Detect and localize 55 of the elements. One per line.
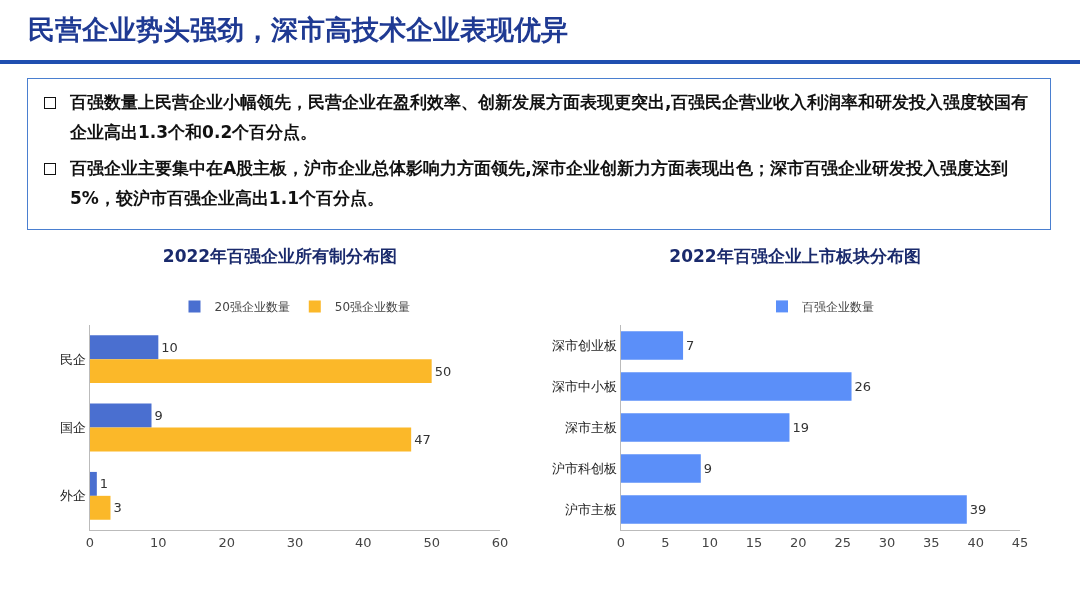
legend-label: 20强企业数量 bbox=[214, 300, 290, 315]
legend-label: 百强企业数量 bbox=[802, 300, 874, 315]
data-label: 1 bbox=[99, 476, 109, 492]
x-tick-label: 20 bbox=[790, 534, 807, 550]
x-tick-label: 40 bbox=[355, 534, 372, 550]
bar bbox=[90, 335, 159, 360]
x-tick-label: 10 bbox=[150, 534, 167, 550]
y-tick-label: 沪市科创板 bbox=[552, 461, 618, 477]
y-tick-label: 深市中小板 bbox=[552, 379, 618, 395]
data-label: 10 bbox=[161, 339, 178, 355]
x-tick-label: 35 bbox=[923, 534, 940, 550]
bar bbox=[90, 403, 152, 428]
text: 民营企业势头强劲，深市高技术企业表现优异 bbox=[28, 13, 568, 47]
data-label: 39 bbox=[969, 502, 987, 517]
x-tick-label: 50 bbox=[423, 534, 440, 550]
x-tick-label: 15 bbox=[745, 534, 763, 550]
y-tick-label: 沪市主板 bbox=[565, 502, 618, 518]
y-tick-label: 外企 bbox=[60, 488, 87, 504]
bar bbox=[621, 413, 790, 442]
y-tick-label: 民企 bbox=[60, 351, 87, 367]
bar bbox=[621, 372, 852, 401]
x-tick-label: 10 bbox=[701, 534, 718, 550]
chart-title: 2022年百强企业所有制分布图 bbox=[162, 245, 398, 266]
x-tick-label: 5 bbox=[661, 534, 670, 550]
text: 百强企业主要集中在A股主板，沪市企业总体影响力方面领先,深市企业创新力方面表现出色；深市百强企业研发投入强度达到5%，较沪市百强企业高出1.1个百分点。 bbox=[40, 153, 1038, 213]
y-tick-label: 国企 bbox=[60, 420, 87, 436]
bar bbox=[621, 454, 701, 483]
x-tick-label: 60 bbox=[491, 534, 509, 550]
data-label: 50 bbox=[434, 363, 452, 379]
y-tick-label: 深市主板 bbox=[565, 420, 618, 436]
legend-label: 50强企业数量 bbox=[334, 300, 411, 315]
bar bbox=[90, 427, 412, 452]
data-label: 9 bbox=[154, 408, 163, 424]
bar bbox=[621, 331, 684, 360]
data-label: 19 bbox=[792, 420, 810, 435]
x-tick-label: 45 bbox=[1011, 534, 1029, 550]
bar bbox=[90, 495, 111, 520]
bar bbox=[90, 471, 97, 496]
x-tick-label: 0 bbox=[616, 534, 626, 550]
chart-title: 2022年百强企业上市板块分布图 bbox=[669, 245, 921, 266]
x-tick-label: 40 bbox=[967, 534, 984, 550]
x-tick-label: 30 bbox=[286, 534, 304, 550]
x-tick-label: 20 bbox=[218, 534, 235, 550]
x-tick-label: 0 bbox=[85, 534, 95, 550]
text: 百强数量上民营企业小幅领先，民营企业在盈利效率、创新发展方面表现更突出,百强民企营业收入利润率和研发投入强度较国有企业高出1.3个和0.2个百分点。 bbox=[40, 87, 1038, 147]
data-label: 26 bbox=[854, 379, 872, 394]
x-tick-label: 30 bbox=[878, 534, 896, 550]
data-label: 47 bbox=[414, 431, 431, 447]
data-label: 3 bbox=[113, 500, 122, 516]
bar bbox=[621, 495, 967, 524]
data-label: 7 bbox=[686, 338, 695, 353]
y-tick-label: 深市创业板 bbox=[552, 338, 618, 354]
x-tick-label: 25 bbox=[834, 534, 851, 550]
bar bbox=[90, 359, 432, 384]
data-label: 9 bbox=[703, 461, 713, 476]
